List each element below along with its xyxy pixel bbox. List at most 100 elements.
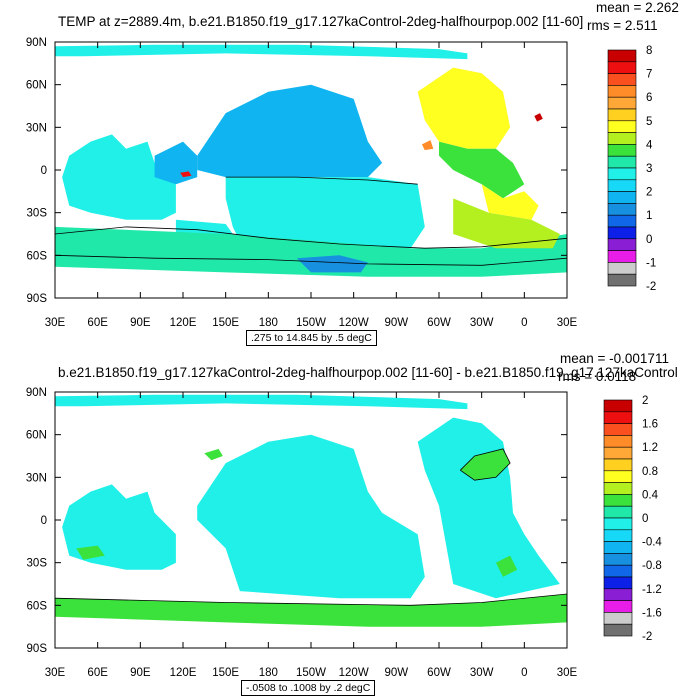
panel1-region-weddell [296, 255, 368, 273]
panel2-y-tick-label: 30S [27, 558, 48, 570]
panel2-colorbar-label: -0.8 [642, 560, 662, 572]
panel1-colorbar-swatch [607, 85, 637, 98]
panel2-colorbar-swatch [603, 553, 633, 566]
panel2-colorbar-swatch [603, 458, 633, 472]
panel2-x-tick-label: 0 [521, 667, 527, 679]
panel1-region-north-atlantic [417, 67, 511, 149]
panel1-colorbar-swatch [607, 96, 637, 110]
panel2-colorbar-label: -1.6 [642, 607, 662, 619]
panel1-colorbar-swatch [607, 179, 637, 192]
panel2-x-tick-label: 60E [87, 667, 108, 679]
panel2-colorbar-swatch [603, 529, 633, 542]
panel2-colorbar-swatch [603, 517, 633, 531]
panel2-x-tick-label: 120E [170, 667, 197, 679]
panel1-colorbar-label: -2 [646, 281, 656, 293]
panel2-colorbar-label: 2 [642, 395, 648, 407]
panel2-colorbar-swatch [603, 612, 633, 625]
panel1-contour-3 [225, 176, 418, 185]
panel2-y-tick-label: 90S [27, 643, 48, 655]
panel2-colorbar-swatch [603, 411, 633, 424]
panel2-colorbar-swatch [603, 623, 633, 637]
panel1-region-deep-pacific-north [197, 84, 383, 178]
panel2-colorbar-label: -1.2 [642, 584, 662, 596]
panel1-colorbar-swatch [607, 273, 637, 287]
panel2-x-tick-label: 90E [130, 667, 151, 679]
panel2-y-tick-label: 60N [26, 430, 47, 442]
panel2-colorbar-swatch [603, 564, 633, 578]
panel1-colorbar-swatch [607, 108, 637, 122]
panel2-colorbar-swatch [603, 576, 633, 590]
panel2-colorbar-label: 0.8 [642, 466, 658, 478]
panel2-region-diff-green-blob [204, 448, 223, 461]
panel2-rms: rms = 0.0118 [558, 369, 637, 384]
panel2-region-diff-southern [55, 594, 567, 627]
panel1-x-tick-label: 120E [170, 317, 197, 329]
panel2-region-diff-ind-green [76, 545, 105, 560]
panel1-contour-2 [55, 254, 567, 266]
panel1-chart: 30E 60E 90E 120E 150E 180 150W 120W 90W 60W 30W 0 30… [26, 37, 656, 329]
panel1-y-tick-label: 90S [27, 293, 48, 305]
panel2-colorbar-swatch [603, 505, 633, 519]
panel2-region-diff-natl-green [460, 448, 511, 481]
panel1-mean: mean = 2.262 [596, 0, 679, 15]
panel2-colorbar-swatch [603, 494, 633, 507]
panel1-region-south-atlantic [481, 184, 539, 220]
panel2-x-tick-label: 60W [427, 667, 451, 679]
panel2-colorbar-swatch [603, 600, 633, 613]
panel1-y-tick-label: 30N [26, 122, 47, 134]
panel2-chart: 30E 60E 90E 120E 150E 180 150W 120W 90W 60W 30W 0 30… [26, 387, 663, 679]
panel1-x-tick-label: 150E [212, 317, 239, 329]
panel2-x-tick-label: 90W [385, 667, 409, 679]
panel1-x-tick-label: 60W [427, 317, 451, 329]
panel1-colorbar-swatch [607, 73, 637, 86]
panel1-region-orange-patch [421, 140, 434, 151]
panel2-colorbar-label: 0 [642, 513, 648, 525]
panel1-colorbar-swatch [607, 203, 637, 216]
panel2-mean: mean = -0.001711 [560, 351, 669, 366]
panel2-y-tick-label: 0 [41, 515, 47, 527]
panel2-colorbar-swatch [603, 446, 633, 460]
panel1-x-tick-label: 30E [45, 317, 66, 329]
panel2-region-diff-sa-green [495, 555, 518, 577]
panel1-colorbar-label: 0 [646, 234, 652, 246]
panel1-colorbar-label: 1 [646, 210, 652, 222]
panel1-colorbar-swatch [607, 238, 637, 251]
panel1-colorbar-swatch [607, 120, 637, 133]
panel1-colorbar-swatch [607, 144, 637, 157]
panel1-colorbar-swatch [607, 191, 637, 204]
panel1-title: TEMP at z=2889.4m, b.e21.B1850.f19_g17.1… [58, 14, 584, 29]
panel2-colorbar-label: 0.4 [642, 489, 659, 501]
panel1-region-indian-ocean [62, 134, 176, 220]
panel1-colorbar-swatch [607, 155, 637, 169]
panel1-x-tick-label: 0 [521, 317, 527, 329]
panel1-region-southern-ocean [55, 226, 567, 277]
panel1-y-tick-label: 60N [26, 80, 47, 92]
panel2-region-diff-atlantic [417, 417, 560, 599]
panel2-y-tick-label: 60S [27, 600, 48, 612]
panel2-colorbar-swatch [603, 435, 633, 448]
panel1-region-med-patch [534, 113, 543, 122]
panel1-field [55, 44, 567, 277]
panel1-colorbar-label: 2 [646, 187, 652, 199]
panel1-region-south-atlantic-green [453, 198, 560, 249]
panel2-colorbar-label: 1.6 [642, 419, 658, 431]
panel1-x-tick-label: 30W [470, 317, 494, 329]
panel2-region-diff-pacific [197, 434, 425, 599]
panel2-colorbar-swatch [603, 541, 633, 554]
panel2-x-tick-label: 30W [470, 667, 494, 679]
panel2-colorbar-label: 1.2 [642, 442, 658, 454]
panel2-colorbar-swatch [603, 423, 633, 436]
panel2-colorbar-swatch [603, 470, 633, 483]
panel1-colorbar-label: 7 [646, 69, 652, 81]
panel1-y-tick-label: 90N [26, 37, 47, 49]
panel2-colorbar-swatch [603, 482, 633, 495]
panel2-colorbar-label: -2 [642, 631, 652, 643]
panel1-colorbar-swatch [607, 250, 637, 263]
panel1-rms: rms = 2.511 [587, 18, 658, 33]
panel2-title: b.e21.B1850.f19_g17.127kaControl-2deg-ha… [58, 365, 678, 380]
panel1-colorbar-swatch [607, 262, 637, 275]
panel1-colorbar-swatch [607, 167, 637, 181]
panel2-x-tick-label: 30E [557, 667, 578, 679]
panel1-x-tick-label: 90W [385, 317, 409, 329]
panel1-contour-1 [55, 226, 567, 249]
